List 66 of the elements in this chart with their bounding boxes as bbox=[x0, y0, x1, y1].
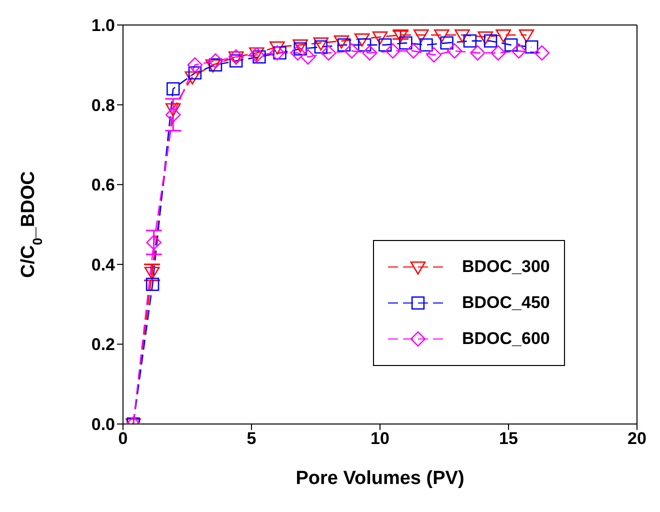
point bbox=[270, 45, 285, 61]
point bbox=[166, 82, 180, 96]
point bbox=[478, 31, 494, 45]
point bbox=[314, 40, 328, 54]
x-tick-label: 10 bbox=[370, 429, 390, 448]
x-tick-label: 15 bbox=[499, 429, 518, 448]
x-tick-label: 5 bbox=[246, 429, 256, 448]
point bbox=[358, 38, 372, 52]
point bbox=[434, 29, 450, 43]
point bbox=[270, 41, 285, 55]
y-tick-label: 1.0 bbox=[91, 16, 115, 36]
point bbox=[518, 29, 534, 43]
point bbox=[300, 49, 316, 65]
point bbox=[463, 34, 477, 48]
point bbox=[440, 36, 454, 50]
x-tick-label: 20 bbox=[628, 429, 646, 448]
point bbox=[188, 66, 202, 80]
point bbox=[392, 29, 408, 43]
point bbox=[470, 45, 486, 61]
point bbox=[511, 43, 526, 59]
point bbox=[420, 38, 433, 52]
point bbox=[205, 59, 221, 73]
point bbox=[208, 53, 224, 69]
legend-label: BDOC_600 bbox=[462, 329, 550, 349]
point bbox=[525, 40, 538, 54]
point bbox=[290, 45, 306, 61]
point bbox=[294, 42, 307, 56]
point bbox=[385, 43, 400, 59]
point bbox=[320, 45, 336, 61]
point bbox=[229, 54, 243, 68]
point bbox=[187, 57, 203, 73]
point bbox=[504, 38, 518, 52]
legend-label: BDOC_450 bbox=[462, 293, 550, 313]
point bbox=[165, 103, 181, 116]
y-tick-label: 0.4 bbox=[91, 255, 116, 274]
y-tick-label: 0.0 bbox=[91, 415, 115, 434]
point bbox=[446, 43, 462, 59]
point bbox=[534, 45, 550, 61]
y-tick-label: 0.6 bbox=[91, 176, 115, 195]
point bbox=[406, 43, 422, 59]
point bbox=[413, 29, 429, 43]
point bbox=[184, 71, 200, 85]
point bbox=[337, 38, 351, 52]
point bbox=[334, 35, 350, 49]
legend-label: BDOC_300 bbox=[462, 257, 550, 277]
y-tick-label: 0.2 bbox=[91, 335, 115, 354]
point bbox=[426, 47, 442, 63]
x-axis-title: Pore Volumes (PV) bbox=[296, 468, 464, 489]
point bbox=[313, 37, 329, 51]
point bbox=[496, 29, 512, 43]
y-tick-label: 0.8 bbox=[91, 96, 115, 115]
point bbox=[344, 43, 360, 59]
point bbox=[292, 39, 308, 53]
point bbox=[273, 46, 286, 60]
point bbox=[252, 50, 266, 64]
x-tick-label: 0 bbox=[118, 429, 128, 448]
point bbox=[165, 107, 181, 122]
point bbox=[484, 34, 498, 48]
point bbox=[490, 45, 506, 61]
point bbox=[454, 29, 470, 43]
point bbox=[399, 36, 412, 50]
point bbox=[372, 31, 388, 45]
point bbox=[362, 45, 378, 61]
point bbox=[208, 58, 222, 72]
point bbox=[354, 33, 370, 47]
point bbox=[378, 38, 392, 52]
